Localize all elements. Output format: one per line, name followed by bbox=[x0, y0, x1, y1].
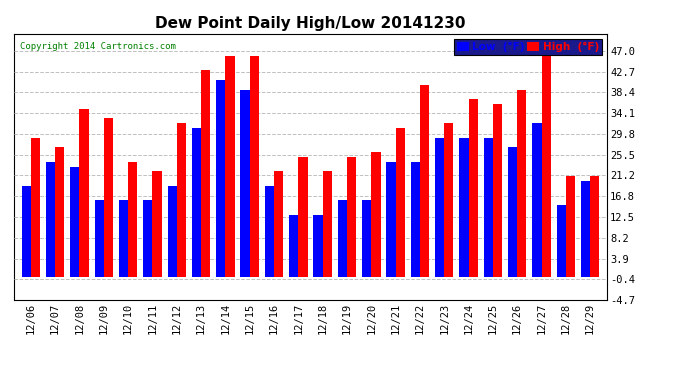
Bar bbox=[216, 80, 226, 278]
Bar bbox=[168, 186, 177, 278]
Bar bbox=[21, 186, 31, 278]
Bar bbox=[177, 123, 186, 278]
Bar bbox=[347, 157, 356, 278]
Text: Copyright 2014 Cartronics.com: Copyright 2014 Cartronics.com bbox=[20, 42, 176, 51]
Bar bbox=[128, 162, 137, 278]
Bar bbox=[226, 56, 235, 278]
Bar bbox=[104, 118, 113, 278]
Bar bbox=[95, 200, 103, 278]
Bar bbox=[532, 123, 542, 278]
Bar bbox=[460, 138, 469, 278]
Bar bbox=[240, 90, 250, 278]
Bar bbox=[362, 200, 371, 278]
Bar bbox=[469, 99, 477, 278]
Bar bbox=[395, 128, 405, 278]
Bar bbox=[542, 56, 551, 278]
Bar bbox=[250, 56, 259, 278]
Legend: Low  (°F), High  (°F): Low (°F), High (°F) bbox=[453, 39, 602, 56]
Bar bbox=[508, 147, 518, 278]
Title: Dew Point Daily High/Low 20141230: Dew Point Daily High/Low 20141230 bbox=[155, 16, 466, 31]
Bar bbox=[265, 186, 274, 278]
Bar bbox=[337, 200, 347, 278]
Bar bbox=[371, 152, 381, 278]
Bar bbox=[444, 123, 453, 278]
Bar bbox=[566, 176, 575, 278]
Bar bbox=[152, 171, 161, 278]
Bar bbox=[70, 166, 79, 278]
Bar bbox=[386, 162, 395, 278]
Bar bbox=[201, 70, 210, 278]
Bar bbox=[31, 138, 40, 278]
Bar bbox=[590, 176, 600, 278]
Bar bbox=[46, 162, 55, 278]
Bar bbox=[79, 109, 89, 278]
Bar bbox=[435, 138, 444, 278]
Bar bbox=[313, 215, 323, 278]
Bar bbox=[420, 85, 429, 278]
Bar bbox=[493, 104, 502, 278]
Bar bbox=[144, 200, 152, 278]
Bar bbox=[581, 181, 590, 278]
Bar bbox=[557, 205, 566, 278]
Bar bbox=[119, 200, 128, 278]
Bar bbox=[298, 157, 308, 278]
Bar bbox=[411, 162, 420, 278]
Bar bbox=[274, 171, 284, 278]
Bar bbox=[484, 138, 493, 278]
Bar bbox=[55, 147, 64, 278]
Bar bbox=[192, 128, 201, 278]
Bar bbox=[323, 171, 332, 278]
Bar bbox=[518, 90, 526, 278]
Bar bbox=[289, 215, 298, 278]
